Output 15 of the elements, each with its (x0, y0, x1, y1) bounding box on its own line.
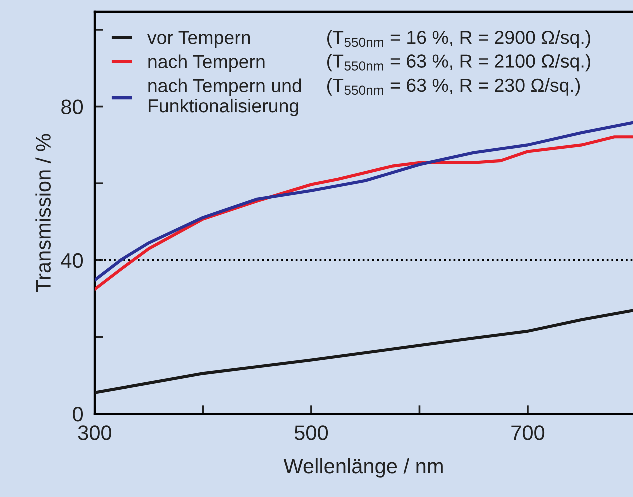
annotation: (T$_{550nm}$ = 63 %, R = 2100 Ω/sq.) (327, 54, 590, 72)
x-tick-label: 500 (294, 426, 328, 440)
annotation: (T$_{550nm}$ = 63 %, R = 230 Ω/sq.) (327, 78, 580, 96)
line-series (94, 309, 633, 394)
x-tick-label: 700 (512, 426, 545, 440)
x-tick-label: 300 (78, 426, 112, 440)
annotation: (T$_{550nm}$ = 16 %, R = 2900 Ω/sq.) (327, 30, 590, 48)
y-tick-label: 40 (61, 253, 84, 268)
legend-label: vor Tempern (148, 31, 250, 48)
y-tick-label: 80 (62, 100, 84, 115)
x-axis-title: Wellenlänge / nm (284, 458, 443, 478)
legend-label: nach Tempern (148, 54, 265, 72)
legend-label: nach Tempern und Funktionalisierung (148, 78, 302, 116)
y-tick-label: 0 (73, 407, 84, 422)
y-axis-title: Transmission / % (36, 134, 51, 292)
